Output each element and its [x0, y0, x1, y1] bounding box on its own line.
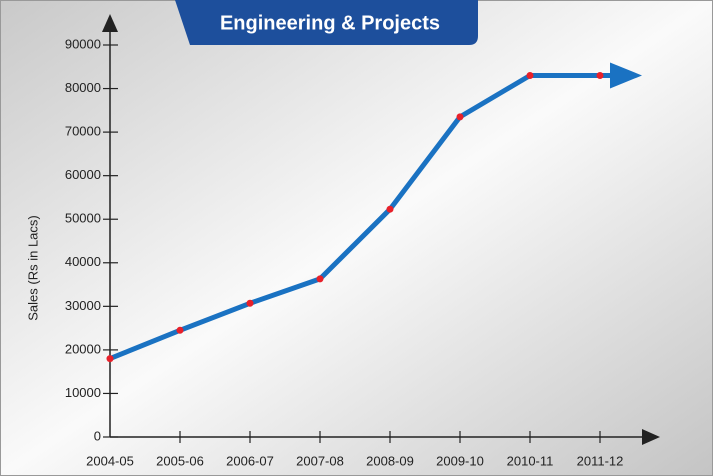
x-tick-label: 2009-10: [436, 453, 484, 468]
chart-title: Engineering & Projects: [220, 12, 440, 34]
data-point: [596, 71, 604, 79]
y-tick-label: 60000: [65, 167, 101, 182]
y-tick-label: 50000: [65, 211, 101, 226]
y-tick-label: 0: [94, 428, 101, 443]
data-point: [176, 326, 184, 334]
y-tick-label: 80000: [65, 80, 101, 95]
data-point: [386, 205, 394, 213]
x-tick-label: 2007-08: [296, 453, 344, 468]
data-point: [456, 113, 464, 121]
x-tick-label: 2006-07: [226, 453, 274, 468]
data-point: [316, 275, 324, 283]
y-tick-label: 20000: [65, 341, 101, 356]
y-axis-label: Sales (Rs in Lacs): [25, 215, 40, 320]
data-line: [109, 72, 600, 361]
y-tick-label: 90000: [65, 36, 101, 51]
x-tick-label: 2011-12: [577, 453, 624, 468]
title-tab: [175, 0, 478, 45]
x-tick-label: 2004-05: [86, 453, 134, 468]
x-axis-arrow: [642, 429, 660, 445]
data-point: [526, 71, 534, 79]
data-point: [106, 355, 114, 363]
y-tick-label: 10000: [65, 385, 101, 400]
y-tick-label: 40000: [65, 254, 101, 269]
x-tick-label: 2005-06: [156, 453, 204, 468]
y-axis-arrow: [102, 14, 118, 32]
y-tick-label: 70000: [65, 124, 101, 139]
x-tick-label: 2010-11: [507, 453, 554, 468]
line-arrowhead: [610, 62, 642, 89]
y-tick-label: 30000: [65, 298, 101, 313]
x-tick-label: 2008-09: [366, 453, 414, 468]
data-point: [246, 299, 254, 307]
